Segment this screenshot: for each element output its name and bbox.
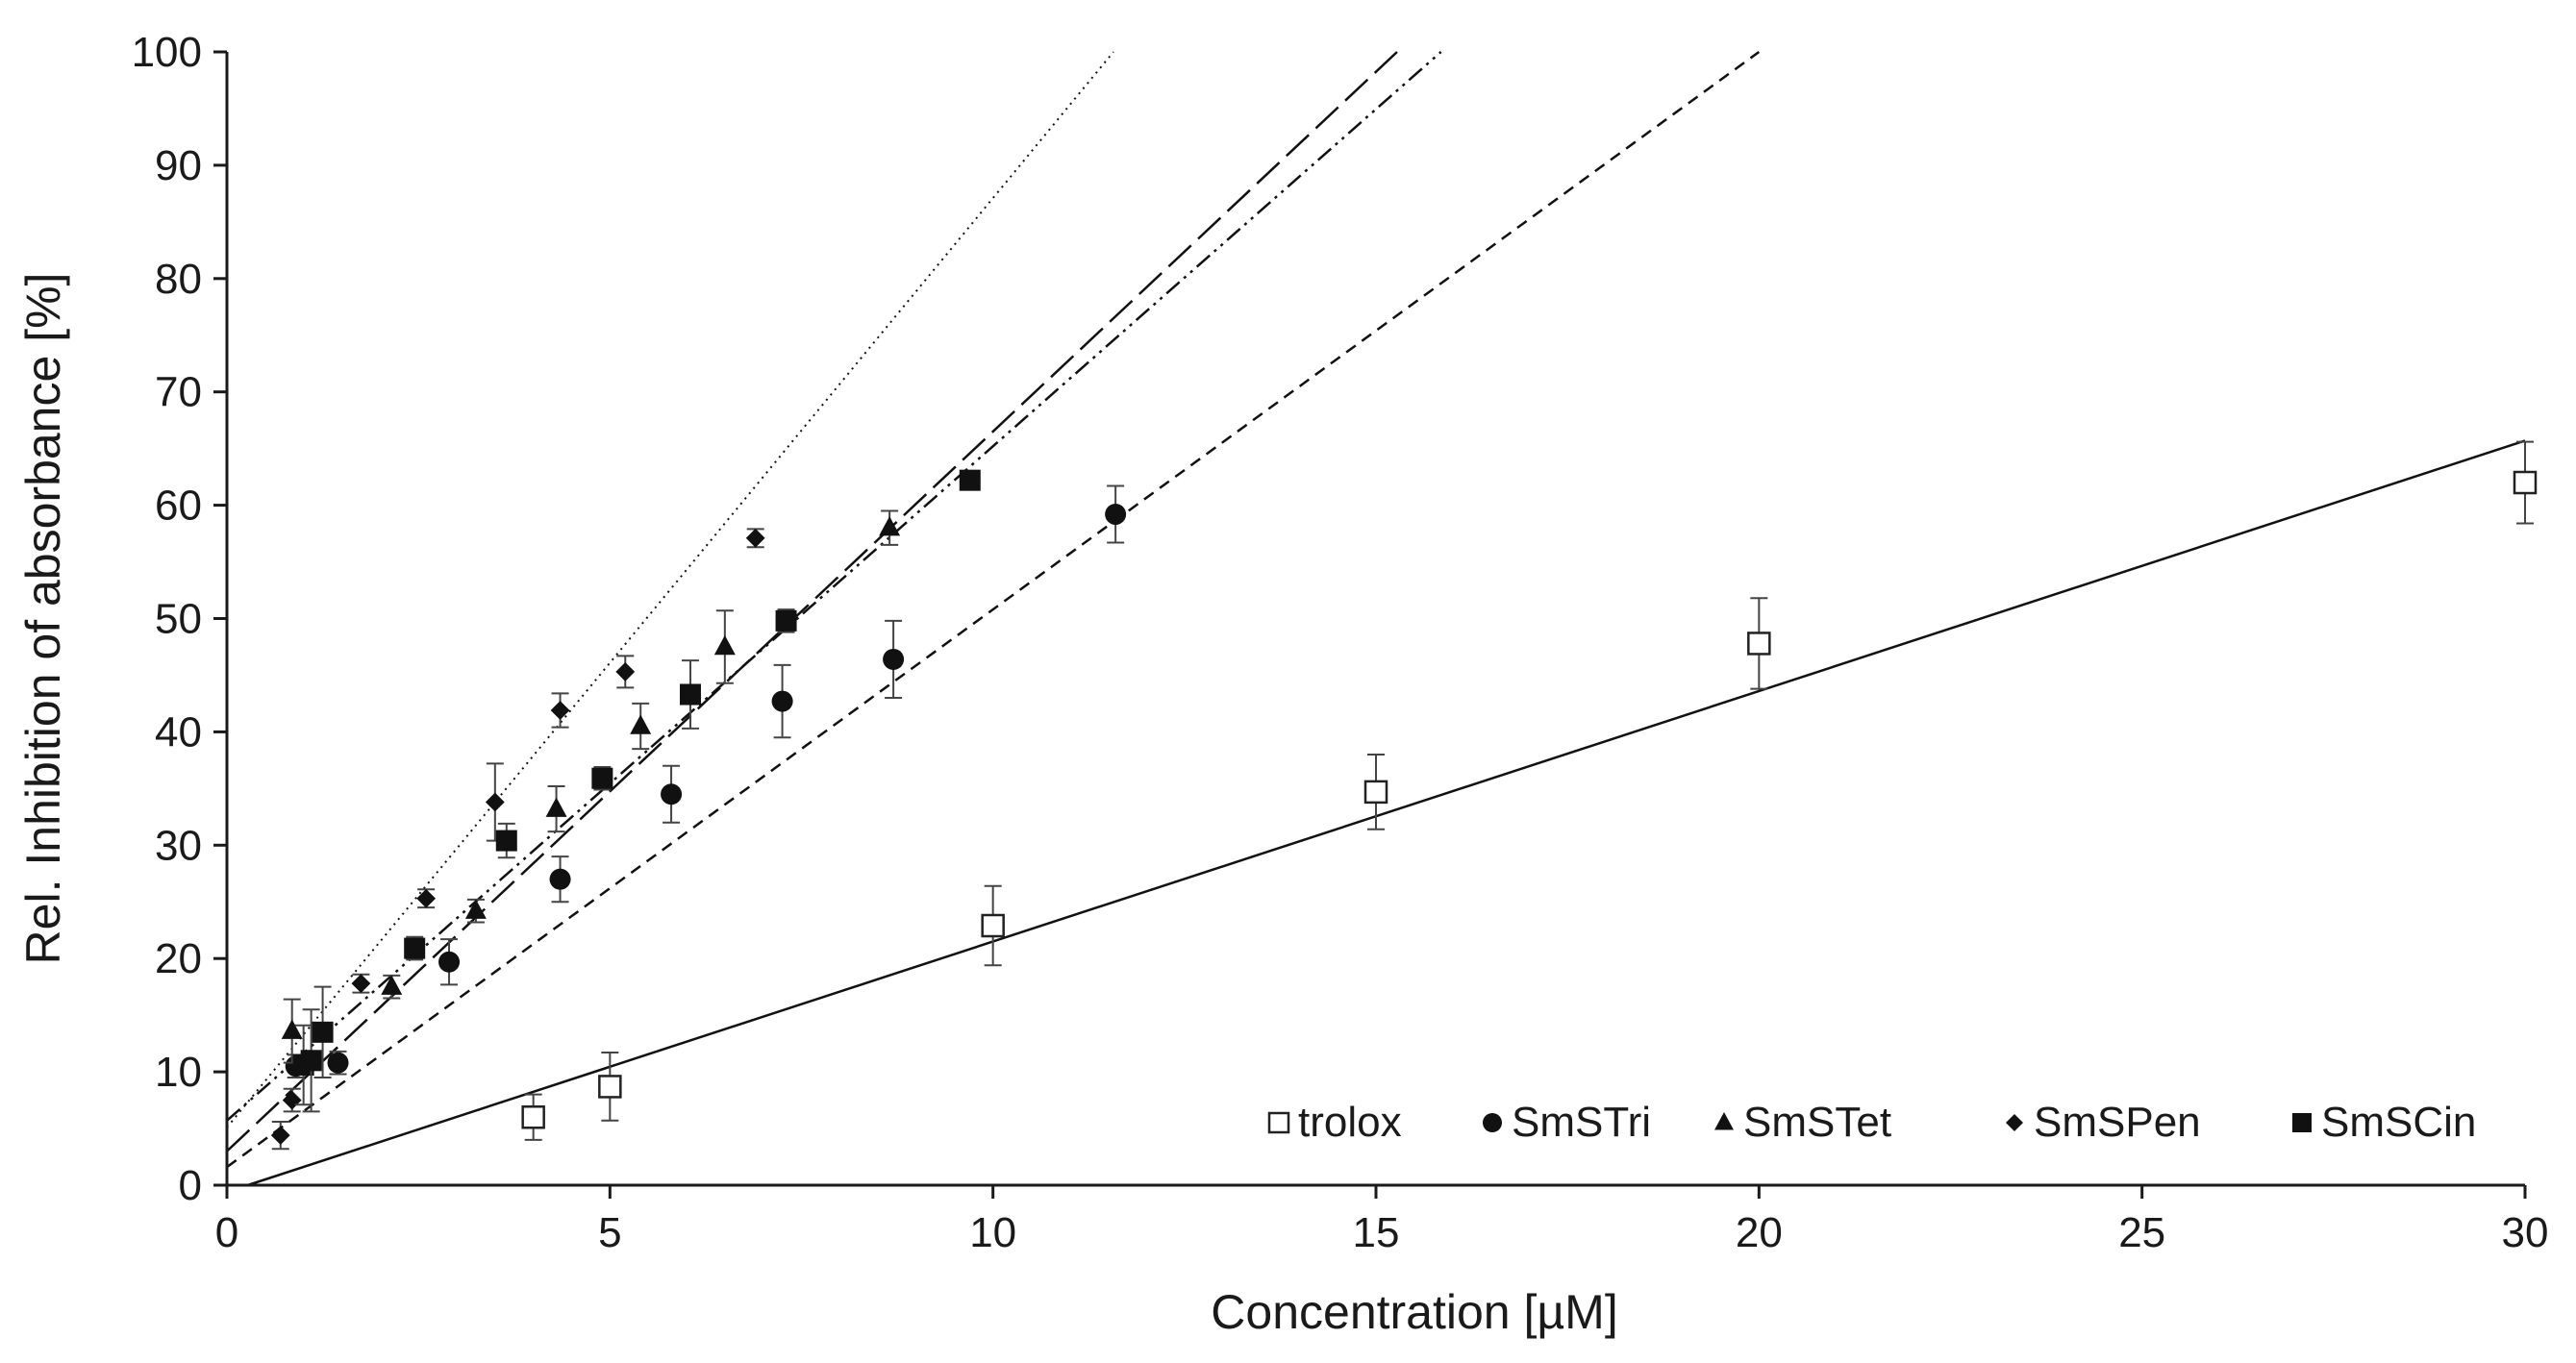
y-tick-label: 20 (155, 935, 202, 982)
legend-marker-trolox (1267, 1111, 1290, 1134)
data-point-smscin (591, 767, 613, 789)
legend-marker-smspen (2006, 1114, 2023, 1131)
x-tick-label: 30 (2502, 1209, 2549, 1256)
data-point-smstri (883, 648, 905, 670)
legend-label-smstet: SmSTet (1743, 1099, 1891, 1146)
x-tick-label: 0 (215, 1209, 238, 1256)
data-point-smspen (416, 888, 437, 908)
data-point-smspen (745, 528, 765, 548)
data-point-smspen (282, 1090, 302, 1110)
data-point-smstet (464, 899, 487, 919)
trendline-trolox (247, 439, 2526, 1187)
data-point-smstri (661, 783, 683, 805)
data-point-smscin (300, 1050, 322, 1072)
x-tick-label: 15 (1353, 1209, 1400, 1256)
trendline-smstet (226, 51, 1442, 1122)
x-axis-title: Concentration [µM] (1211, 1285, 1617, 1339)
trendline-smstri (226, 50, 1761, 1169)
data-point-smscin (495, 830, 517, 852)
data-point-smscin (775, 609, 797, 632)
data-point-smstet (281, 1019, 303, 1039)
trendline-smscin (226, 51, 1398, 1152)
points-group (270, 440, 2538, 1151)
legend-label-smscin: SmSCin (2321, 1099, 2476, 1146)
y-tick-label: 10 (155, 1049, 202, 1096)
data-point-trolox (1363, 780, 1388, 805)
axes-group: 0 10 20 30 40 50 60 70 80 90 100 0 5 10 15 20 25 30 (132, 29, 2549, 1256)
x-tick-label: 10 (969, 1209, 1016, 1256)
legend-marker-smstet (1714, 1112, 1734, 1130)
data-point-smspen (550, 701, 570, 720)
data-point-smspen (351, 974, 371, 994)
data-point-smspen (615, 662, 636, 682)
data-point-smscin (312, 1021, 334, 1043)
trendlines-group (226, 50, 2526, 1187)
data-point-smscin (959, 469, 981, 491)
data-point-smscin (679, 683, 701, 706)
legend: trolox SmSTri SmSTet SmSPen SmSCin (1267, 1099, 2476, 1146)
y-tick-label: 100 (132, 29, 202, 76)
y-axis-title: Rel. Inhibition of absorbance [%] (16, 273, 70, 965)
data-point-smstri (327, 1052, 349, 1074)
y-tick-label: 80 (155, 256, 202, 303)
data-point-smstri (771, 690, 793, 712)
data-point-trolox (2513, 470, 2538, 495)
data-point-smstet (879, 516, 901, 536)
data-point-smspen (485, 792, 505, 812)
legend-label-smstri: SmSTri (1512, 1099, 1651, 1146)
data-point-trolox (521, 1105, 545, 1129)
data-point-smstet (381, 975, 403, 995)
data-point-smspen (270, 1126, 290, 1146)
data-point-smstri (549, 868, 571, 890)
trendline-smspen (226, 51, 1114, 1128)
data-point-smstet (630, 714, 652, 734)
y-tick-label: 50 (155, 596, 202, 643)
legend-marker-smscin (2292, 1113, 2312, 1132)
data-point-trolox (598, 1075, 622, 1099)
x-tick-label: 5 (598, 1209, 621, 1256)
y-tick-label: 90 (155, 142, 202, 189)
y-tick-label: 30 (155, 822, 202, 869)
legend-marker-smstri (1483, 1113, 1502, 1132)
legend-label-smspen: SmSPen (2034, 1099, 2201, 1146)
x-tick-label: 20 (1736, 1209, 1783, 1256)
data-point-smstri (438, 951, 461, 973)
y-tick-label: 70 (155, 369, 202, 416)
data-point-trolox (981, 913, 1005, 938)
data-point-smscin (404, 937, 426, 959)
data-point-smstri (1105, 504, 1127, 526)
x-tick-label: 25 (2118, 1209, 2165, 1256)
data-point-smstet (713, 634, 736, 656)
y-tick-label: 40 (155, 708, 202, 756)
y-tick-label: 0 (179, 1162, 202, 1209)
data-point-smstet (545, 797, 567, 817)
y-tick-label: 60 (155, 483, 202, 530)
data-point-trolox (1747, 632, 1771, 656)
legend-label-trolox: trolox (1298, 1099, 1402, 1146)
